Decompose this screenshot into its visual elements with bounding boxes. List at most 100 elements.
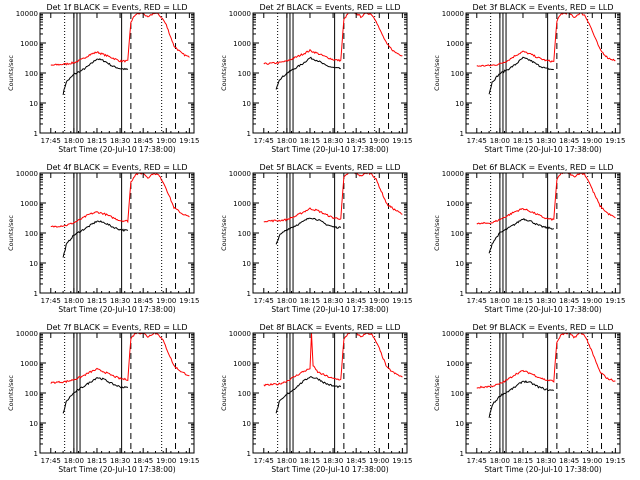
y-tick-label: 1000: [233, 200, 251, 208]
panel-title: Det 6f BLACK = Events, RED = LLD: [472, 163, 613, 172]
y-axis-label: Counts/sec: [433, 215, 441, 251]
y-axis-label: Counts/sec: [220, 375, 228, 411]
y-tick-label: 1: [247, 290, 251, 298]
x-tick-label: 18:15: [300, 297, 320, 305]
panel-title: Det 4f BLACK = Events, RED = LLD: [46, 163, 187, 172]
events-series-line: [488, 56, 554, 95]
lld-series-line: [263, 13, 403, 65]
x-tick-label: 18:45: [346, 137, 366, 145]
detector-panel: Det 8f BLACK = Events, RED = LLD 1 10 100 10…: [220, 323, 412, 474]
y-tick-label: 10000: [16, 170, 38, 178]
y-axis-label: Counts/sec: [7, 55, 15, 91]
y-tick-label: 10: [455, 420, 464, 428]
x-tick-label: 18:30: [536, 457, 556, 465]
x-tick-label: 18:30: [110, 297, 130, 305]
x-axis-label: Start Time (20-Jul-10 17:38:00): [58, 145, 175, 154]
events-series-line: [62, 377, 129, 414]
detector-panel: Det 7f BLACK = Events, RED = LLD 1 10 100 10…: [7, 323, 199, 474]
lld-series-line: [263, 173, 403, 223]
y-tick-label: 1: [34, 290, 38, 298]
x-tick-label: 18:00: [277, 297, 297, 305]
x-tick-label: 18:45: [133, 457, 153, 465]
x-axis-label: Start Time (20-Jul-10 17:38:00): [484, 305, 601, 314]
y-tick-label: 10000: [229, 10, 251, 18]
y-tick-label: 1: [460, 290, 464, 298]
y-tick-label: 100: [25, 230, 38, 238]
x-tick-label: 17:45: [41, 297, 61, 305]
events-series-line: [488, 217, 554, 254]
y-tick-label: 100: [238, 70, 251, 78]
x-tick-label: 18:30: [110, 457, 130, 465]
detector-panel: Det 9f BLACK = Events, RED = LLD 1 10 100 10…: [433, 323, 625, 474]
x-tick-label: 18:15: [87, 297, 107, 305]
detector-panel: Det 3f BLACK = Events, RED = LLD 1 10 100 10…: [433, 3, 625, 154]
y-tick-label: 10: [455, 100, 464, 108]
x-tick-label: 19:00: [369, 297, 389, 305]
x-tick-label: 18:45: [346, 297, 366, 305]
x-tick-label: 18:00: [490, 297, 510, 305]
x-tick-label: 18:15: [513, 297, 533, 305]
x-tick-label: 17:45: [41, 137, 61, 145]
x-tick-label: 17:45: [467, 137, 487, 145]
x-tick-label: 18:00: [490, 137, 510, 145]
y-tick-label: 100: [451, 390, 464, 398]
y-tick-label: 10: [455, 260, 464, 268]
events-series-line: [62, 58, 129, 95]
y-tick-label: 10: [242, 100, 251, 108]
x-axis-label: Start Time (20-Jul-10 17:38:00): [271, 305, 388, 314]
panel-title: Det 7f BLACK = Events, RED = LLD: [46, 323, 187, 332]
panel-title: Det 5f BLACK = Events, RED = LLD: [259, 163, 400, 172]
y-tick-label: 10000: [16, 10, 38, 18]
y-tick-label: 10: [29, 420, 38, 428]
y-tick-label: 1: [247, 130, 251, 138]
panel-title: Det 8f BLACK = Events, RED = LLD: [259, 323, 400, 332]
y-tick-label: 10: [29, 260, 38, 268]
y-axis-label: Counts/sec: [433, 55, 441, 91]
x-tick-label: 19:15: [179, 137, 199, 145]
lld-series-line: [50, 333, 190, 384]
y-tick-label: 1: [34, 130, 38, 138]
panel-title: Det 1f BLACK = Events, RED = LLD: [46, 3, 187, 12]
x-tick-label: 19:15: [392, 457, 412, 465]
x-tick-label: 18:00: [277, 137, 297, 145]
lld-series-line: [476, 13, 616, 67]
detector-panel: Det 1f BLACK = Events, RED = LLD 1 10 100 10…: [7, 3, 199, 154]
x-tick-label: 19:00: [156, 137, 176, 145]
x-tick-label: 18:00: [490, 457, 510, 465]
y-tick-label: 1000: [20, 40, 38, 48]
x-tick-label: 19:15: [392, 297, 412, 305]
x-tick-label: 18:30: [323, 297, 343, 305]
x-tick-label: 18:00: [277, 457, 297, 465]
x-tick-label: 18:30: [536, 137, 556, 145]
y-tick-label: 10: [29, 100, 38, 108]
detector-panel: Det 6f BLACK = Events, RED = LLD 1 10 100 10…: [433, 163, 625, 314]
lld-series-line: [476, 173, 616, 225]
x-tick-label: 18:45: [559, 137, 579, 145]
x-tick-label: 19:00: [582, 457, 602, 465]
y-tick-label: 1000: [20, 200, 38, 208]
y-tick-label: 1000: [446, 200, 464, 208]
x-axis-label: Start Time (20-Jul-10 17:38:00): [484, 465, 601, 474]
y-tick-label: 10000: [442, 10, 464, 18]
panel-title: Det 2f BLACK = Events, RED = LLD: [259, 3, 400, 12]
x-tick-label: 18:45: [133, 137, 153, 145]
x-tick-label: 17:45: [254, 297, 274, 305]
x-tick-label: 18:45: [559, 297, 579, 305]
lld-series-line: [476, 333, 616, 389]
x-tick-label: 19:00: [156, 297, 176, 305]
x-tick-label: 19:15: [605, 137, 625, 145]
x-axis-label: Start Time (20-Jul-10 17:38:00): [484, 145, 601, 154]
y-tick-label: 100: [25, 390, 38, 398]
x-tick-label: 18:45: [559, 457, 579, 465]
x-tick-label: 19:00: [582, 297, 602, 305]
detector-panel: Det 2f BLACK = Events, RED = LLD 1 10 100 10…: [220, 3, 412, 154]
events-series-line: [275, 56, 341, 90]
events-series-line: [275, 376, 342, 414]
x-axis-label: Start Time (20-Jul-10 17:38:00): [271, 465, 388, 474]
y-axis-label: Counts/sec: [7, 375, 15, 411]
y-tick-label: 1000: [446, 360, 464, 368]
x-tick-label: 17:45: [254, 457, 274, 465]
x-tick-label: 18:30: [323, 457, 343, 465]
